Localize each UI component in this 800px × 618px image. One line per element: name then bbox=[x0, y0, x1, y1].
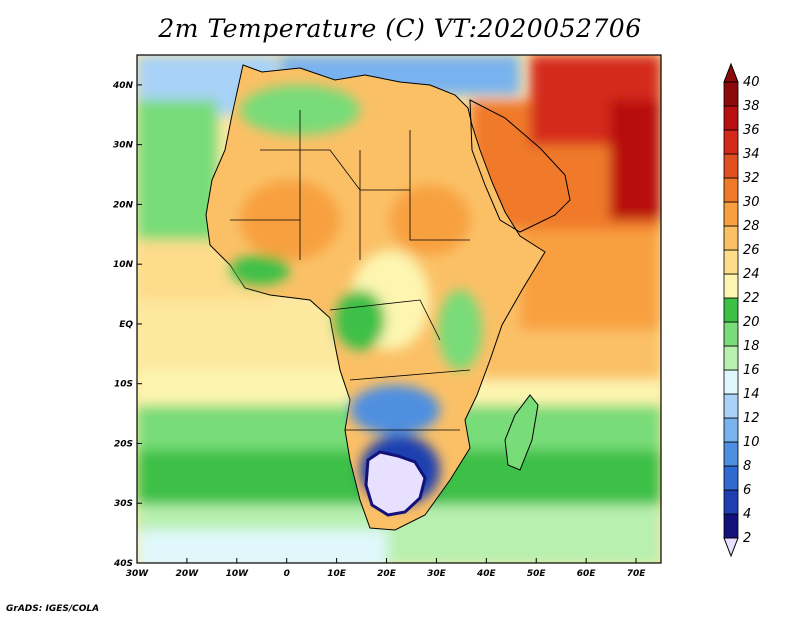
colorbar-swatch bbox=[723, 249, 739, 275]
colorbar-high-arrow bbox=[723, 62, 739, 83]
lat-label: 40N bbox=[112, 81, 134, 91]
colorbar-label: 18 bbox=[743, 339, 760, 354]
colorbar-label: 36 bbox=[743, 123, 760, 138]
colorbar-label: 10 bbox=[743, 435, 760, 450]
colorbar-label: 20 bbox=[743, 315, 760, 330]
colorbar-swatch bbox=[723, 321, 739, 347]
cold-core bbox=[364, 450, 427, 517]
lon-label: 20E bbox=[377, 569, 397, 579]
colorbar-label: 38 bbox=[743, 99, 760, 114]
colorbar-swatch bbox=[723, 153, 739, 179]
arabian-peninsula bbox=[469, 99, 571, 233]
colorbar-swatch bbox=[723, 201, 739, 227]
lon-label: 30W bbox=[126, 569, 150, 579]
colorbar-label: 26 bbox=[743, 243, 760, 258]
colorbar-label: 12 bbox=[743, 411, 760, 426]
colorbar-swatch bbox=[723, 273, 739, 299]
country-borders bbox=[230, 110, 471, 431]
lat-label: 40S bbox=[113, 559, 133, 569]
colorbar-label: 14 bbox=[743, 387, 760, 402]
colorbar-swatch bbox=[723, 465, 739, 491]
lon-label: 10E bbox=[327, 569, 347, 579]
colorbar-swatch bbox=[723, 297, 739, 323]
colorbar-label: 24 bbox=[743, 267, 760, 282]
colorbar-label: 34 bbox=[743, 147, 760, 162]
colorbar-swatch bbox=[723, 225, 739, 251]
lon-label: 50E bbox=[527, 569, 547, 579]
grads-credit: GrADS: IGES/COLA bbox=[6, 604, 100, 614]
lat-label: 30S bbox=[114, 499, 133, 509]
colorbar-label: 8 bbox=[743, 459, 751, 474]
colorbar-swatch bbox=[723, 369, 739, 395]
lon-label: 70E bbox=[627, 569, 647, 579]
colorbar-swatch bbox=[723, 105, 739, 131]
lon-label: 40E bbox=[476, 569, 497, 579]
longitude-axis: 30W 20W 10W 0 10E 20E 30E 40E 50E 60E 70E bbox=[126, 558, 646, 579]
lon-label: 30E bbox=[427, 569, 447, 579]
colorbar-label: 16 bbox=[743, 363, 760, 378]
colorbar-label: 30 bbox=[743, 195, 760, 210]
map-frame bbox=[136, 54, 662, 564]
colorbar-swatch bbox=[723, 81, 739, 107]
map-field bbox=[137, 55, 661, 563]
colorbar-swatch bbox=[723, 417, 739, 443]
map-title: 2m Temperature (C) VT:2020052706 bbox=[158, 14, 642, 43]
colorbar-label: 4 bbox=[743, 507, 751, 522]
colorbar-swatch bbox=[723, 441, 739, 467]
colorbar-label: 22 bbox=[743, 291, 760, 306]
colorbar-low-arrow bbox=[723, 537, 739, 558]
colorbar-label: 32 bbox=[743, 171, 760, 186]
lon-label: 10W bbox=[226, 569, 250, 579]
colorbar-swatch bbox=[723, 489, 739, 515]
lon-label: 20W bbox=[176, 569, 200, 579]
colorbar-swatch bbox=[723, 345, 739, 371]
lat-label: 30N bbox=[113, 141, 134, 151]
colorbar-label: 6 bbox=[743, 483, 751, 498]
latitude-axis: 40N 30N 20N 10N EQ 10S 20S 30S 40S bbox=[112, 81, 142, 569]
colorbar-label: 28 bbox=[743, 219, 760, 234]
lat-label: 20S bbox=[114, 439, 133, 449]
lon-label: 60E bbox=[577, 569, 597, 579]
colorbar-label: 2 bbox=[743, 531, 751, 546]
colorbar-swatch bbox=[723, 513, 739, 539]
madagascar bbox=[504, 394, 539, 471]
lat-label: 20N bbox=[113, 200, 134, 210]
colorbar-swatch bbox=[723, 129, 739, 155]
lon-label: 0 bbox=[284, 569, 290, 579]
colorbar-swatch bbox=[723, 393, 739, 419]
colorbar-label: 40 bbox=[743, 75, 760, 90]
lat-label: 10N bbox=[113, 260, 134, 270]
colorbar-swatch bbox=[723, 177, 739, 203]
lat-label: EQ bbox=[119, 320, 133, 330]
lat-label: 10S bbox=[114, 380, 133, 390]
